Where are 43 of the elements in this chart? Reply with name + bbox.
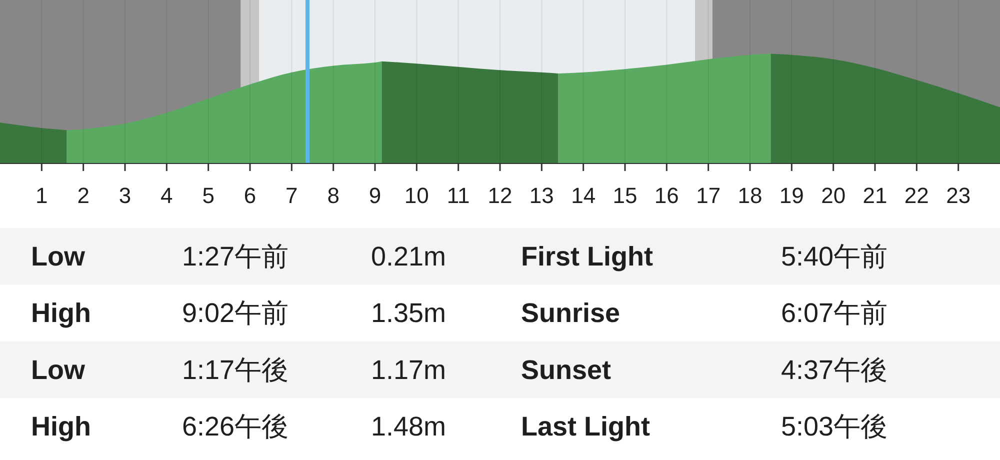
table-cell: Low bbox=[31, 241, 85, 272]
x-tick-label: 21 bbox=[862, 183, 888, 208]
x-tick-label: 10 bbox=[404, 183, 429, 208]
x-tick-label: 16 bbox=[654, 183, 679, 208]
x-tick-label: 12 bbox=[488, 183, 512, 208]
table-cell: 0.21m bbox=[371, 241, 446, 272]
x-tick-label: 9 bbox=[368, 183, 382, 208]
x-tick-label: 23 bbox=[946, 183, 971, 208]
table-cell: 1.35m bbox=[371, 298, 446, 328]
table-cell: 6:26午後 bbox=[182, 411, 289, 442]
x-tick-label: 4 bbox=[160, 183, 173, 208]
x-tick-label: 19 bbox=[779, 183, 804, 208]
x-tick-label: 18 bbox=[738, 183, 762, 208]
table-cell: 1.48m bbox=[371, 411, 446, 442]
table-cell: 9:02午前 bbox=[182, 298, 289, 328]
table-cell: First Light bbox=[521, 241, 653, 272]
table-cell: High bbox=[31, 298, 91, 328]
table-cell: 5:03午後 bbox=[781, 411, 888, 442]
x-tick-label: 14 bbox=[571, 183, 596, 208]
x-tick-label: 6 bbox=[244, 183, 256, 208]
x-tick-label: 15 bbox=[612, 183, 638, 208]
x-tick-label: 2 bbox=[77, 183, 90, 208]
table-cell: 5:40午前 bbox=[781, 241, 888, 272]
x-tick-label: 5 bbox=[202, 183, 214, 208]
table-cell: 6:07午前 bbox=[781, 298, 888, 328]
x-tick-label: 20 bbox=[821, 183, 846, 208]
table-cell: 1.17m bbox=[371, 354, 446, 385]
x-tick-label: 7 bbox=[286, 183, 298, 208]
table-cell: Sunset bbox=[521, 354, 612, 385]
x-tick-label: 11 bbox=[446, 183, 470, 208]
table-cell: Low bbox=[31, 354, 85, 385]
table-cell: Sunrise bbox=[521, 298, 620, 328]
x-tick-label: 22 bbox=[904, 183, 929, 208]
x-tick-label: 8 bbox=[327, 183, 340, 208]
table-cell: 1:17午後 bbox=[182, 354, 289, 385]
table-cell: Last Light bbox=[521, 411, 650, 442]
x-tick-label: 3 bbox=[118, 183, 132, 208]
x-tick-label: 13 bbox=[529, 183, 554, 208]
table-cell: 1:27午前 bbox=[182, 241, 289, 272]
table-cell: High bbox=[31, 411, 91, 442]
x-tick-label: 1 bbox=[36, 183, 48, 208]
x-tick-label: 17 bbox=[696, 183, 721, 208]
table-cell: 4:37午後 bbox=[781, 354, 888, 385]
